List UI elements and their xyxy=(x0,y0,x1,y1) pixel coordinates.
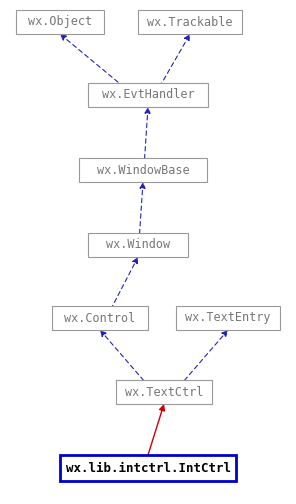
FancyBboxPatch shape xyxy=(60,455,236,481)
Text: wx.TextCtrl: wx.TextCtrl xyxy=(125,386,203,399)
Text: wx.lib.intctrl.IntCtrl: wx.lib.intctrl.IntCtrl xyxy=(65,462,231,474)
FancyBboxPatch shape xyxy=(116,380,212,404)
FancyBboxPatch shape xyxy=(176,306,280,330)
FancyBboxPatch shape xyxy=(88,233,188,257)
Text: wx.Object: wx.Object xyxy=(28,16,92,29)
FancyBboxPatch shape xyxy=(79,158,207,182)
Text: wx.Trackable: wx.Trackable xyxy=(147,16,233,29)
Text: wx.EvtHandler: wx.EvtHandler xyxy=(102,89,194,101)
Text: wx.Control: wx.Control xyxy=(64,311,136,325)
FancyBboxPatch shape xyxy=(88,83,208,107)
FancyBboxPatch shape xyxy=(52,306,148,330)
Text: wx.Window: wx.Window xyxy=(106,238,170,251)
FancyBboxPatch shape xyxy=(138,10,242,34)
Text: wx.WindowBase: wx.WindowBase xyxy=(97,163,189,176)
FancyBboxPatch shape xyxy=(16,10,104,34)
Text: wx.TextEntry: wx.TextEntry xyxy=(185,311,271,325)
